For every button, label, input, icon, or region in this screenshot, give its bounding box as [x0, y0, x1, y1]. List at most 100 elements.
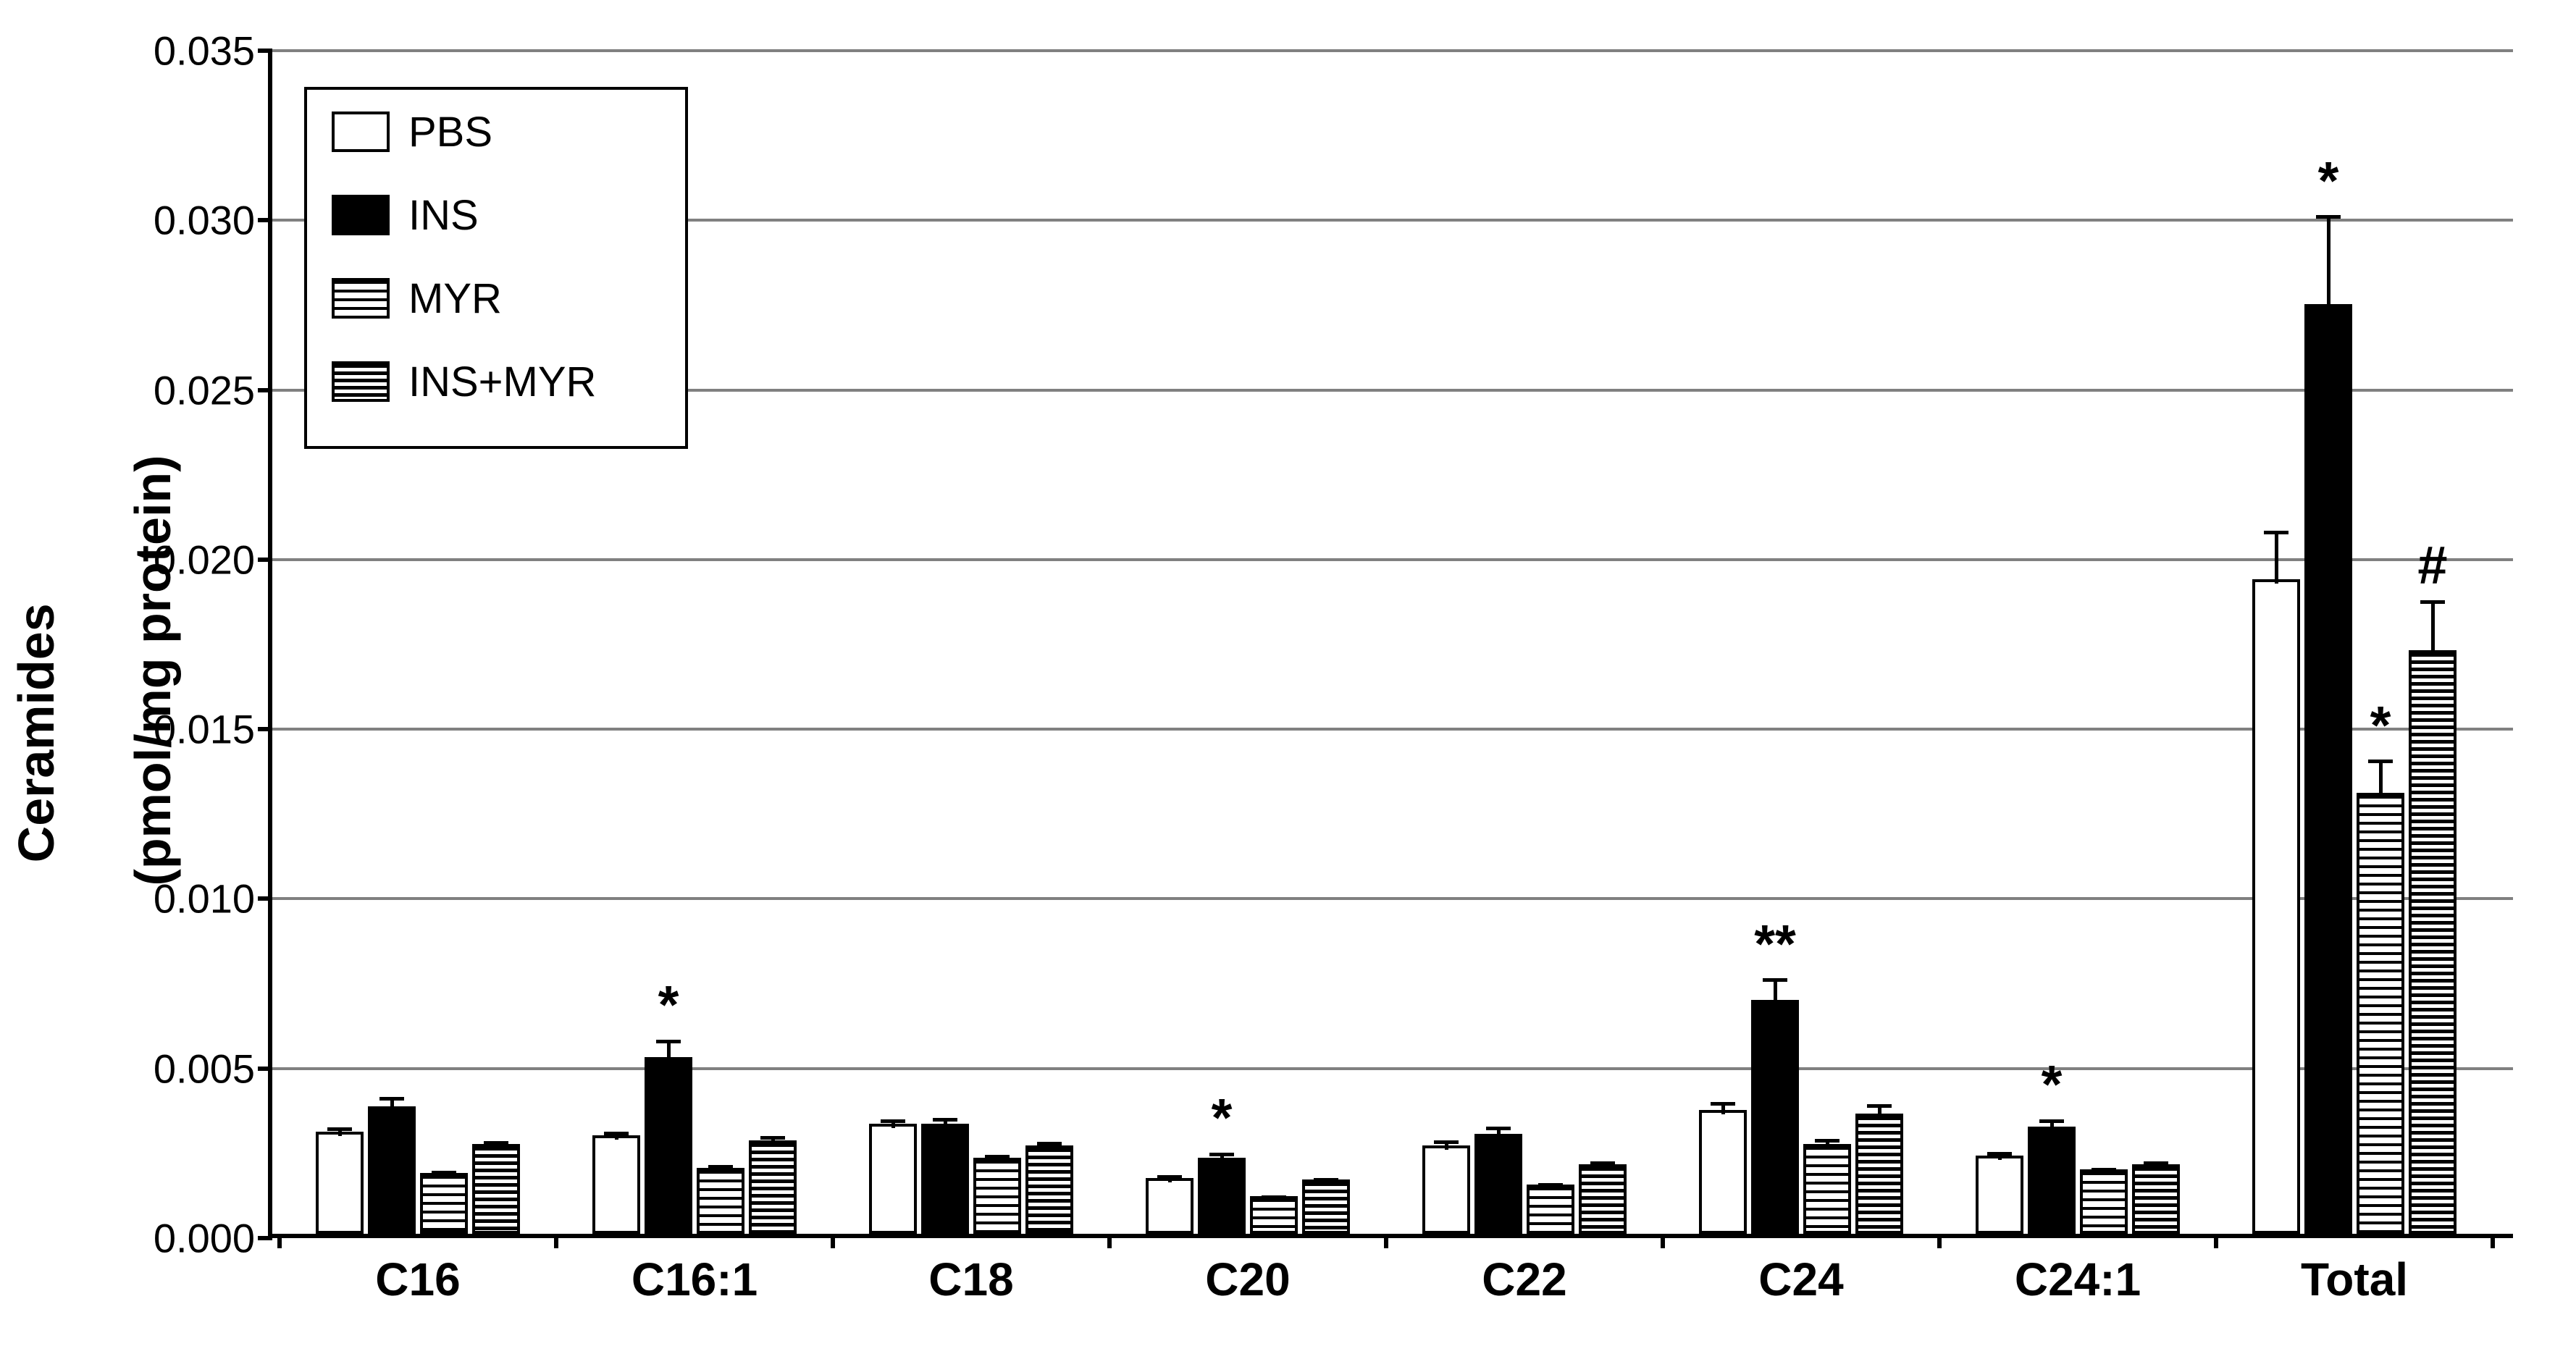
gridline — [272, 728, 2513, 731]
bar-ins_myr — [2409, 650, 2457, 1234]
error-cap — [2144, 1161, 2168, 1165]
error-cap — [1262, 1195, 1286, 1199]
gridline — [272, 558, 2513, 561]
error-cap — [2264, 531, 2288, 534]
error-cap — [708, 1165, 733, 1169]
legend-item-ins: INS — [332, 195, 479, 235]
bar-myr — [1803, 1144, 1851, 1234]
x-tick-label: Total — [2301, 1253, 2408, 1306]
significance-marker: # — [2417, 534, 2447, 596]
significance-marker: * — [2042, 1053, 2063, 1115]
error-cap — [1314, 1178, 1338, 1182]
x-tick-label: C24:1 — [2015, 1253, 2141, 1306]
y-tick-mark — [258, 49, 272, 53]
bar-ins_myr — [472, 1144, 520, 1234]
y-tick-mark — [258, 388, 272, 392]
error-cap — [1711, 1102, 1735, 1106]
x-tick-mark — [554, 1234, 558, 1248]
error-cap — [2316, 215, 2341, 219]
y-tick-mark — [258, 1067, 272, 1071]
error-cap — [327, 1127, 352, 1131]
bar-myr — [1250, 1196, 1298, 1234]
bar-myr — [697, 1168, 744, 1234]
y-tick-mark — [258, 727, 272, 731]
bar-myr — [2357, 793, 2404, 1234]
y-tick-label: 0.030 — [154, 197, 255, 244]
gridline — [272, 897, 2513, 900]
bar-myr — [2080, 1169, 2128, 1234]
y-axis-title-line1: Ceramides — [7, 603, 64, 862]
error-cap — [1037, 1142, 1062, 1145]
legend-swatch — [332, 278, 390, 319]
legend-swatch — [332, 361, 390, 402]
bar-ins — [1198, 1158, 1246, 1234]
x-tick-mark — [2214, 1234, 2218, 1248]
legend: PBS INS MYR INS+MYR — [304, 87, 688, 449]
x-tick-label: C20 — [1205, 1253, 1290, 1306]
error-bar — [667, 1041, 671, 1061]
error-cap — [881, 1119, 905, 1123]
legend-item-ins_myr: INS+MYR — [332, 361, 596, 402]
significance-marker: * — [2370, 694, 2391, 756]
legend-label: MYR — [408, 274, 502, 323]
y-tick-mark — [258, 218, 272, 222]
significance-marker: * — [658, 974, 679, 1035]
y-tick-mark — [258, 1236, 272, 1240]
x-tick-mark — [277, 1234, 282, 1248]
error-cap — [933, 1118, 957, 1122]
bar-ins_myr — [1579, 1164, 1627, 1234]
x-tick-label: C24 — [1758, 1253, 1843, 1306]
bar-pbs — [1422, 1145, 1470, 1234]
error-cap — [1486, 1127, 1511, 1130]
error-cap — [1763, 978, 1787, 982]
error-bar — [1774, 980, 1777, 1004]
bar-myr — [1527, 1185, 1574, 1234]
bar-pbs — [1976, 1156, 2023, 1234]
x-tick-mark — [1661, 1234, 1665, 1248]
bar-ins_myr — [1025, 1145, 1073, 1234]
x-tick-mark — [1107, 1234, 1112, 1248]
y-tick-label: 0.005 — [154, 1045, 255, 1092]
bar-ins — [1751, 1000, 1799, 1234]
bar-ins — [2028, 1127, 2076, 1234]
bar-pbs — [2252, 579, 2300, 1234]
error-bar — [2275, 532, 2278, 583]
x-tick-label: C16 — [375, 1253, 460, 1306]
error-cap — [1867, 1104, 1892, 1108]
error-cap — [1987, 1152, 2012, 1156]
bar-pbs — [1699, 1110, 1747, 1234]
bar-pbs — [316, 1132, 364, 1234]
x-tick-mark — [2491, 1234, 2495, 1248]
bar-ins_myr — [1302, 1179, 1350, 1234]
error-cap — [1815, 1139, 1839, 1143]
error-cap — [1538, 1183, 1563, 1187]
error-cap — [2092, 1168, 2116, 1172]
x-tick-mark — [831, 1234, 835, 1248]
error-cap — [656, 1040, 681, 1043]
significance-marker: * — [2318, 150, 2339, 211]
y-tick-mark — [258, 558, 272, 562]
bar-pbs — [1146, 1178, 1193, 1234]
error-cap — [2039, 1119, 2064, 1123]
error-bar — [2327, 217, 2330, 309]
bar-ins_myr — [2132, 1164, 2180, 1234]
y-tick-label: 0.020 — [154, 536, 255, 583]
ceramides-chart: Ceramides (pmol/mg protein) 0.0000.0050.… — [0, 0, 2576, 1367]
bar-ins — [1474, 1134, 1522, 1234]
error-bar — [2431, 602, 2435, 655]
legend-swatch — [332, 112, 390, 152]
y-tick-label: 0.000 — [154, 1215, 255, 1262]
error-cap — [2420, 600, 2445, 604]
bar-ins — [368, 1106, 416, 1234]
bar-pbs — [869, 1124, 917, 1234]
bar-ins_myr — [749, 1140, 797, 1234]
gridline — [272, 1067, 2513, 1070]
gridline — [272, 49, 2513, 52]
error-cap — [1590, 1161, 1615, 1165]
error-cap — [1434, 1140, 1459, 1144]
bar-ins_myr — [1855, 1114, 1903, 1234]
y-tick-label: 0.015 — [154, 706, 255, 753]
y-tick-mark — [258, 896, 272, 901]
error-cap — [1157, 1175, 1182, 1179]
legend-item-pbs: PBS — [332, 112, 492, 152]
